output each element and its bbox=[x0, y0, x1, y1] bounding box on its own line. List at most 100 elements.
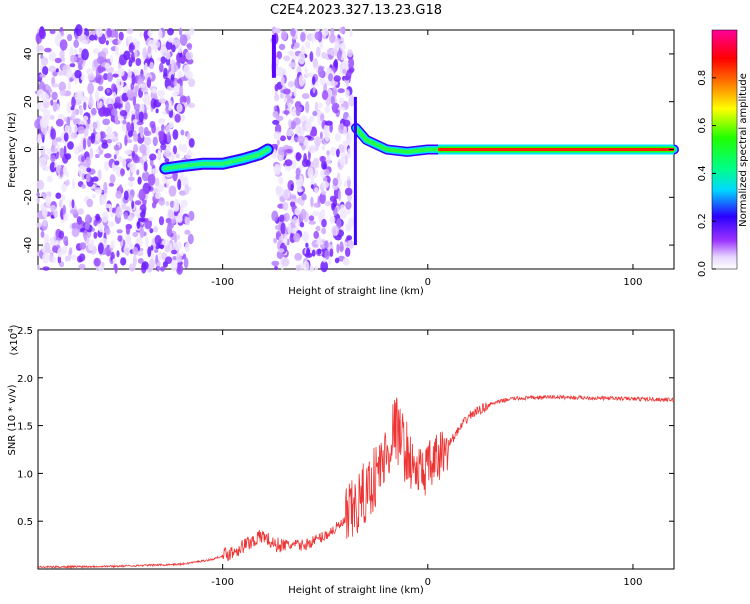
noise-blob bbox=[149, 253, 155, 259]
noise-blob bbox=[149, 121, 156, 129]
noise-blob bbox=[99, 100, 103, 108]
noise-blob bbox=[273, 27, 281, 34]
colorbar-tick-label: 0.8 bbox=[697, 70, 708, 86]
noise-blob bbox=[105, 126, 112, 135]
noise-blob bbox=[71, 227, 80, 238]
noise-blob bbox=[319, 78, 326, 86]
noise-blob bbox=[36, 179, 45, 190]
noise-blob bbox=[51, 91, 58, 101]
noise-blob bbox=[163, 67, 168, 77]
noise-blob bbox=[334, 257, 340, 264]
noise-blob bbox=[69, 63, 76, 68]
spectrogram-noise bbox=[34, 24, 355, 275]
noise-blob bbox=[118, 184, 123, 192]
noise-blob bbox=[48, 51, 56, 62]
noise-blob bbox=[279, 214, 285, 223]
noise-blob bbox=[77, 208, 85, 215]
noise-blob bbox=[50, 99, 54, 106]
noise-blob bbox=[144, 62, 148, 75]
noise-blob bbox=[89, 93, 93, 103]
noise-blob bbox=[117, 114, 121, 119]
noise-blob bbox=[280, 30, 288, 41]
noise-blob bbox=[328, 257, 332, 266]
noise-blob bbox=[329, 248, 334, 257]
colorbar-gradient bbox=[711, 29, 738, 270]
noise-blob bbox=[150, 245, 154, 251]
noise-blob bbox=[156, 184, 164, 193]
noise-blob bbox=[126, 139, 133, 144]
noise-blob bbox=[324, 106, 331, 113]
noise-blob bbox=[187, 42, 193, 51]
noise-blob bbox=[324, 240, 329, 249]
noise-blob bbox=[134, 49, 138, 59]
noise-blob bbox=[144, 29, 148, 41]
noise-blob bbox=[81, 155, 85, 163]
noise-blob bbox=[187, 233, 194, 245]
noise-blob bbox=[73, 39, 79, 48]
y-tick-label: 0.5 bbox=[17, 517, 33, 528]
noise-blob bbox=[147, 246, 152, 258]
noise-blob bbox=[115, 44, 119, 57]
colorbar-tick-label: 0.4 bbox=[697, 165, 708, 181]
noise-blob bbox=[81, 184, 86, 189]
noise-blob bbox=[79, 106, 83, 116]
noise-blob bbox=[276, 51, 283, 60]
noise-blob bbox=[143, 136, 152, 146]
noise-blob bbox=[42, 266, 50, 271]
y-tick-label: 2.0 bbox=[17, 374, 33, 385]
noise-blob bbox=[152, 227, 159, 233]
noise-blob bbox=[172, 129, 179, 141]
noise-blob bbox=[295, 264, 302, 272]
noise-blob bbox=[158, 251, 162, 260]
noise-blob bbox=[113, 136, 119, 143]
noise-blob bbox=[120, 168, 125, 176]
noise-blob bbox=[175, 153, 180, 159]
noise-blob bbox=[138, 125, 144, 134]
noise-blob bbox=[63, 132, 69, 142]
noise-blob bbox=[94, 89, 100, 102]
noise-blob bbox=[324, 200, 332, 207]
noise-blob bbox=[64, 124, 70, 133]
noise-blob bbox=[283, 88, 291, 95]
noise-blob bbox=[59, 39, 68, 51]
noise-blob bbox=[65, 171, 69, 178]
noise-blob bbox=[81, 121, 84, 126]
noise-blob bbox=[275, 66, 283, 77]
noise-blob bbox=[95, 153, 100, 159]
noise-blob bbox=[132, 246, 139, 256]
noise-blob bbox=[50, 144, 56, 153]
noise-blob bbox=[336, 50, 342, 61]
noise-blob bbox=[123, 50, 131, 61]
noise-blob bbox=[184, 229, 191, 235]
noise-blob bbox=[291, 195, 297, 200]
noise-blob bbox=[124, 149, 132, 155]
noise-blob bbox=[273, 163, 281, 176]
noise-blob bbox=[72, 119, 79, 124]
noise-blob bbox=[83, 115, 89, 122]
noise-blob bbox=[331, 102, 340, 114]
noise-blob bbox=[38, 28, 46, 40]
noise-blob bbox=[178, 57, 187, 63]
noise-blob bbox=[137, 176, 142, 185]
noise-blob bbox=[109, 244, 115, 249]
noise-blob bbox=[184, 184, 190, 195]
x-tick-label: 100 bbox=[623, 277, 642, 288]
noise-blob bbox=[294, 207, 301, 216]
noise-blob bbox=[57, 70, 65, 76]
noise-blob bbox=[293, 86, 297, 97]
noise-blob bbox=[149, 61, 155, 70]
noise-blob bbox=[138, 188, 146, 201]
noise-blob bbox=[346, 175, 351, 181]
noise-blob bbox=[344, 75, 350, 81]
noise-blob bbox=[129, 56, 136, 63]
noise-blob bbox=[285, 148, 293, 154]
noise-blob bbox=[85, 173, 91, 183]
noise-blob bbox=[112, 258, 117, 263]
ridge-streak bbox=[353, 96, 357, 246]
noise-blob bbox=[177, 179, 182, 191]
noise-blob bbox=[106, 88, 110, 94]
noise-blob bbox=[80, 39, 88, 45]
noise-blob bbox=[343, 124, 347, 136]
noise-blob bbox=[59, 147, 65, 159]
noise-blob bbox=[173, 62, 177, 73]
